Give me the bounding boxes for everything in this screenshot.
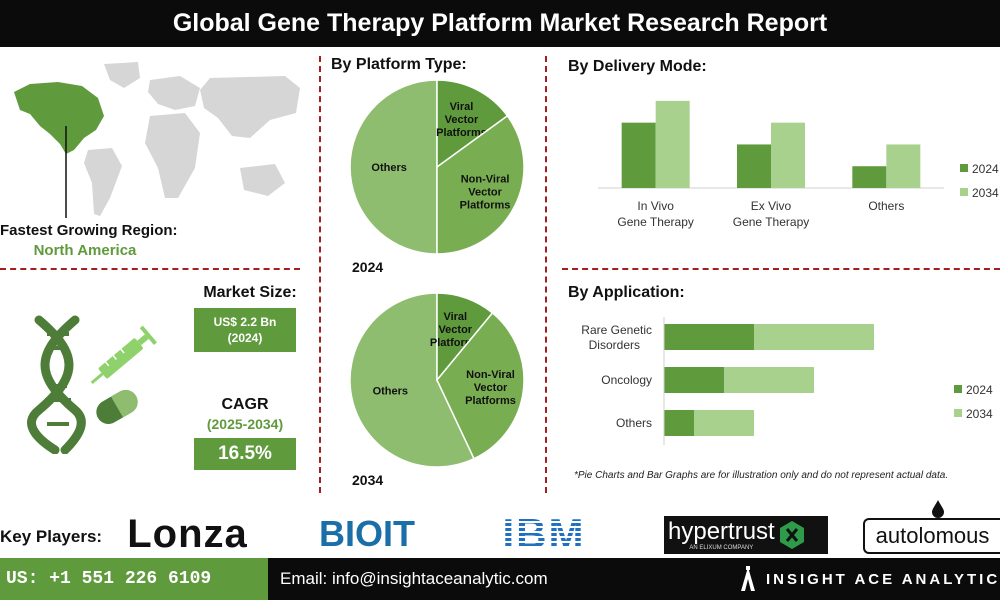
dna-syringe-icon [27,315,157,454]
legend-label-2034: 2034 [966,407,993,421]
world-map [14,62,300,218]
map-greenland [104,62,140,88]
footer-brand: INSIGHT ACE ANALYTIC [740,558,1000,600]
map-australia [240,164,285,196]
pie-label-viral-vector-platforms: Viral Vector Platforms [430,311,481,349]
hypertrust-logo-text: hypertrust [668,518,775,545]
legend-swatch-2034 [954,409,962,417]
map-south-america [84,148,122,216]
pie-slice-others [349,79,438,255]
ibm-logo: IBM [490,510,598,557]
map-europe [148,76,200,110]
hypertrust-badge-icon [779,521,804,549]
market-size-value: US$ 2.2 Bn [213,315,277,329]
legend-swatch-2034 [960,188,968,196]
pie-year-label: 2024 [352,259,383,275]
pie-label-non-viral-vector-platforms: Non-Viral Vector Platforms [465,369,516,407]
bar-others-2024 [664,410,694,436]
category-label-others: Others [868,199,904,213]
legend-label-2034: 2034 [972,186,999,200]
legend-label-2024: 2024 [966,383,993,397]
pie-label-non-viral-vector-platforms: Non-Viral Vector Platforms [460,173,511,211]
hypertrust-logo: hypertrust AN ELIXUM COMPANY [664,516,828,554]
category-label-ex-vivo-gene-therapy: Ex Vivo Gene Therapy [733,199,810,229]
bar-oncology-2024 [664,367,724,393]
region-label: Fastest Growing Region: [0,222,178,239]
hypertrust-tagline: AN ELIXUM COMPANY [689,545,754,551]
cagr-value-box: 16.5% [194,438,296,470]
cagr-label: CAGR [221,396,269,413]
cagr-period: (2025-2034) [206,416,284,432]
region-value: North America [33,242,137,259]
pie-label-others: Others [371,162,406,174]
application-chart: Rare Genetic Disorders Oncology Others 2024 2… [581,317,993,445]
market-size-box: US$ 2.2 Bn (2024) [194,308,296,352]
bioit-logo: BIOIT [312,512,422,556]
footer-phone[interactable]: US: +1 551 226 6109 [0,558,268,600]
pie-chart-2034: Others Viral Vector Platforms Non-Viral Vecto… [349,292,525,488]
bar-in-vivo-gene-therapy-2034 [655,100,690,188]
pie-slice-viral-vector-platforms [436,79,509,169]
key-players-label: Key Players: [0,527,103,546]
map-africa [145,113,200,198]
delivery-mode-chart: In Vivo Gene Therapy Ex Vivo Gene Therapy Ot… [598,100,999,229]
legend-label-2024: 2024 [972,162,999,176]
chart-disclaimer: *Pie Charts and Bar Graphs are for illus… [574,470,949,481]
title-bar: Global Gene Therapy Platform Market Rese… [0,0,1000,47]
footer-brand-text: INSIGHT ACE ANALYTIC [766,570,1000,588]
pie-slice-non-viral-vector-platforms [436,114,525,255]
delivery-mode-title: By Delivery Mode: [568,58,707,75]
ibm-logo-text: IBM [502,510,586,557]
legend-swatch-2024 [960,164,968,172]
insight-ace-logo-icon [741,566,755,591]
pie-label-viral-vector-platforms: Viral Vector Platforms [436,101,487,139]
footer-email[interactable]: Email: info@insightaceanalytic.com [280,569,548,588]
autolomous-logo-text: autolomous [875,523,990,548]
market-size-year: (2024) [227,331,263,345]
market-size-label: Market Size: [203,284,297,301]
pie-label-others: Others [373,385,408,397]
bar-in-vivo-gene-therapy-2024 [621,122,656,188]
bar-others-2024 [852,166,887,188]
bar-rare-genetic-disorders-2024 [664,324,754,350]
bar-rare-genetic-disorders-2034 [754,324,874,350]
pie-slice-non-viral-vector-platforms [436,311,525,460]
cagr-value: 16.5% [218,443,272,464]
legend-swatch-2024 [954,385,962,393]
ibm-stripes [490,521,598,548]
category-label-others: Others [616,416,652,430]
droplet-icon [932,500,944,518]
divider-left-horizontal [0,268,300,270]
map-north-america [14,82,104,154]
map-asia [200,76,300,138]
pie-chart-2024: Others Viral Vector Platforms Non-Viral Vecto… [349,79,525,275]
lonza-logo-text: Lonza [127,511,248,556]
report-title: Global Gene Therapy Platform Market Rese… [172,9,828,37]
divider-right [545,56,547,493]
category-label-oncology: Oncology [601,373,652,387]
category-label-rare-genetic-disorders: Rare Genetic Disorders [581,323,652,352]
bar-ex-vivo-gene-therapy-2024 [737,144,771,188]
autolomous-logo: autolomous [863,518,1000,554]
pie-slice-others [349,292,476,468]
divider-right-horizontal [562,268,1000,270]
platform-type-title: By Platform Type: [331,56,467,73]
lonza-logo: Lonza [105,512,270,556]
bar-others-2034 [694,410,754,436]
bioit-logo-text: BIOIT [319,513,415,554]
category-label-in-vivo-gene-therapy: In Vivo Gene Therapy [617,199,694,229]
divider-left [319,56,321,493]
bar-ex-vivo-gene-therapy-2034 [771,122,805,188]
bar-others-2034 [886,144,921,188]
application-title: By Application: [568,284,685,301]
pie-year-label: 2034 [352,472,383,488]
footer: US: +1 551 226 6109 Email: info@insighta… [0,558,1000,600]
bar-oncology-2034 [724,367,814,393]
